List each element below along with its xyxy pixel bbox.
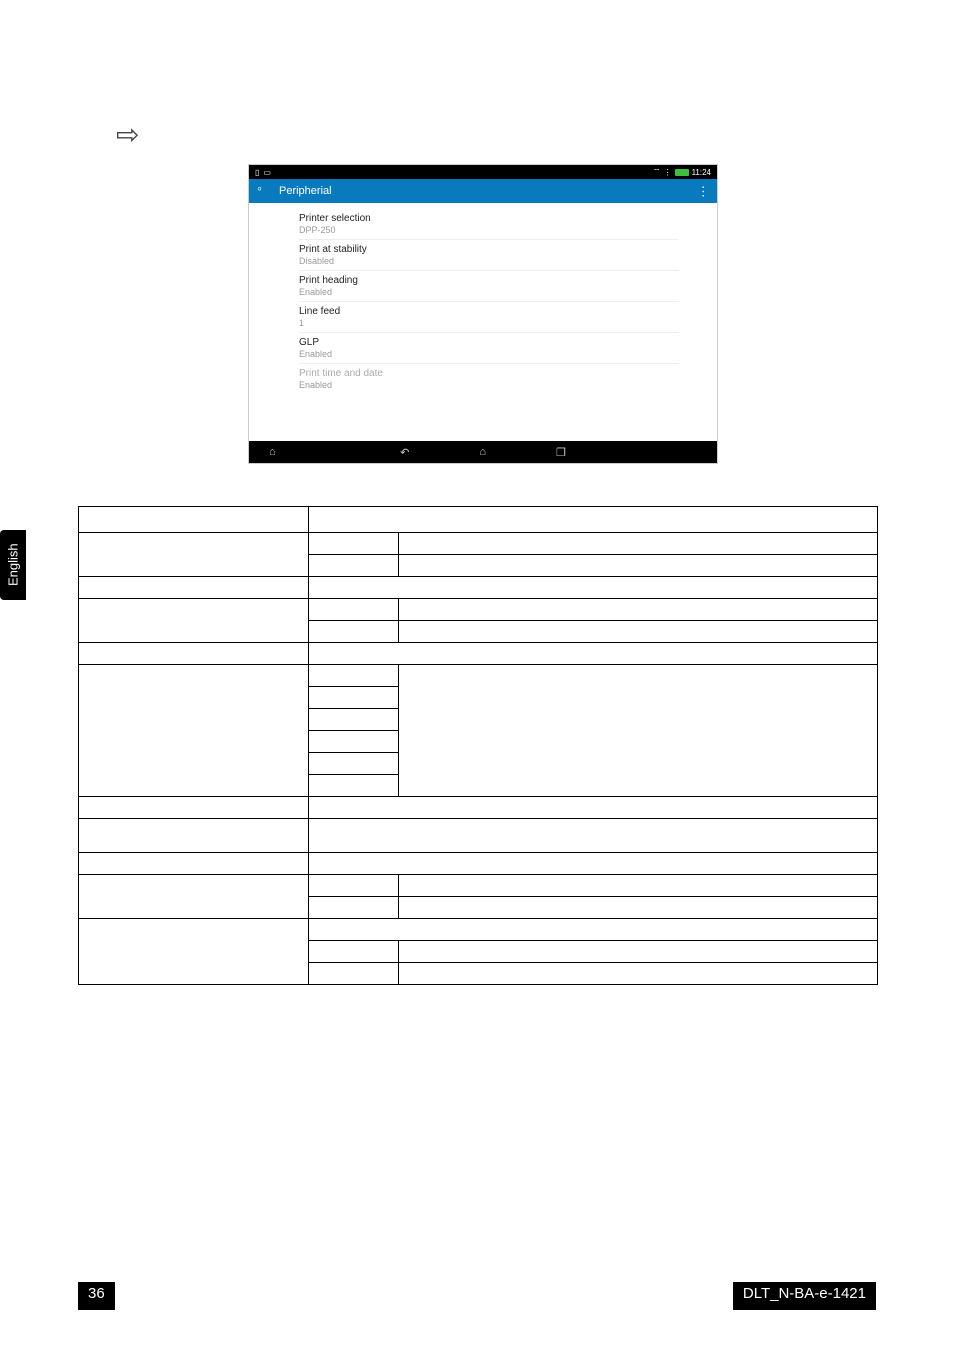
table-cell bbox=[79, 819, 309, 853]
table-cell bbox=[309, 853, 878, 875]
table-cell bbox=[309, 665, 399, 687]
table-cell bbox=[79, 643, 309, 665]
table-cell bbox=[79, 853, 309, 875]
table-cell bbox=[399, 665, 878, 797]
wifi-icon: ⋮ bbox=[664, 168, 672, 177]
table-cell bbox=[309, 709, 399, 731]
table-cell bbox=[79, 533, 309, 577]
item-sub: DPP-250 bbox=[299, 225, 679, 235]
status-icon: ▯ bbox=[255, 168, 259, 177]
settings-icon[interactable] bbox=[257, 184, 271, 198]
table-cell bbox=[309, 775, 399, 797]
list-item: Print time and date Enabled bbox=[299, 364, 679, 394]
list-item[interactable]: GLP Enabled bbox=[299, 333, 679, 364]
page-number: 36 bbox=[78, 1282, 115, 1310]
screenshot-panel: ▯ ▭ ⌔ ⋮ 11:24 Peripherial ⋯ Printer sele… bbox=[248, 164, 718, 464]
table-cell bbox=[309, 897, 399, 919]
item-title: Line feed bbox=[299, 306, 679, 317]
list-item[interactable]: Print heading Enabled bbox=[299, 271, 679, 302]
table-cell bbox=[399, 875, 878, 897]
language-tab: English bbox=[0, 530, 26, 600]
table-cell bbox=[79, 599, 309, 643]
nav-extra-icon[interactable]: ⌂ bbox=[269, 446, 276, 458]
item-sub: Enabled bbox=[299, 380, 679, 390]
back-icon[interactable]: ↶ bbox=[400, 446, 409, 459]
table-cell bbox=[79, 797, 309, 819]
table-cell bbox=[79, 919, 309, 985]
table-cell bbox=[309, 507, 878, 533]
header-title: Peripherial bbox=[279, 185, 332, 197]
item-title: Print time and date bbox=[299, 368, 679, 379]
status-time: 11:24 bbox=[692, 168, 711, 177]
table-cell bbox=[79, 507, 309, 533]
table-cell bbox=[79, 665, 309, 797]
table-cell bbox=[309, 941, 399, 963]
table-cell bbox=[79, 875, 309, 919]
table-cell bbox=[399, 941, 878, 963]
doc-id: DLT_N-BA-e-1421 bbox=[733, 1282, 876, 1310]
battery-icon bbox=[675, 169, 689, 176]
item-title: Printer selection bbox=[299, 213, 679, 224]
table-cell bbox=[309, 577, 878, 599]
table-cell bbox=[309, 875, 399, 897]
app-header: Peripherial ⋯ bbox=[249, 179, 717, 203]
table-cell bbox=[309, 753, 399, 775]
item-title: Print heading bbox=[299, 275, 679, 286]
menu-icon[interactable]: ⋯ bbox=[695, 185, 711, 197]
status-icon: ▭ bbox=[263, 168, 271, 177]
table-cell bbox=[79, 577, 309, 599]
table-cell bbox=[309, 731, 399, 753]
table-cell bbox=[309, 797, 878, 819]
item-title: GLP bbox=[299, 337, 679, 348]
page-footer: 36 DLT_N-BA-e-1421 bbox=[0, 1282, 954, 1310]
table-cell bbox=[399, 963, 878, 985]
table-cell bbox=[399, 897, 878, 919]
table-cell bbox=[399, 599, 878, 621]
table-cell bbox=[309, 533, 399, 555]
table-cell bbox=[399, 555, 878, 577]
list-item[interactable]: Print at stability Disabled bbox=[299, 240, 679, 271]
table-cell bbox=[309, 819, 878, 853]
table-cell bbox=[309, 963, 399, 985]
item-sub: Disabled bbox=[299, 256, 679, 266]
item-sub: Enabled bbox=[299, 287, 679, 297]
list-item[interactable]: Printer selection DPP-250 bbox=[299, 209, 679, 240]
table-cell bbox=[309, 643, 878, 665]
home-icon[interactable]: ⌂ bbox=[479, 446, 486, 458]
status-bar: ▯ ▭ ⌔ ⋮ 11:24 bbox=[249, 165, 717, 179]
table-cell bbox=[309, 621, 399, 643]
item-sub: 1 bbox=[299, 318, 679, 328]
table-cell bbox=[309, 919, 878, 941]
android-nav-bar: ⌂ ↶ ⌂ ❐ bbox=[249, 441, 717, 463]
arrow-icon: ⇨ bbox=[116, 118, 139, 151]
item-title: Print at stability bbox=[299, 244, 679, 255]
item-sub: Enabled bbox=[299, 349, 679, 359]
list-item[interactable]: Line feed 1 bbox=[299, 302, 679, 333]
bluetooth-icon: ⌔ bbox=[653, 167, 661, 177]
settings-list: Printer selection DPP-250 Print at stabi… bbox=[249, 203, 717, 394]
parameter-table bbox=[78, 506, 878, 985]
table-cell bbox=[309, 687, 399, 709]
table-cell bbox=[399, 533, 878, 555]
table-cell bbox=[399, 621, 878, 643]
recent-icon[interactable]: ❐ bbox=[556, 446, 566, 459]
table-cell bbox=[309, 599, 399, 621]
table-cell bbox=[309, 555, 399, 577]
